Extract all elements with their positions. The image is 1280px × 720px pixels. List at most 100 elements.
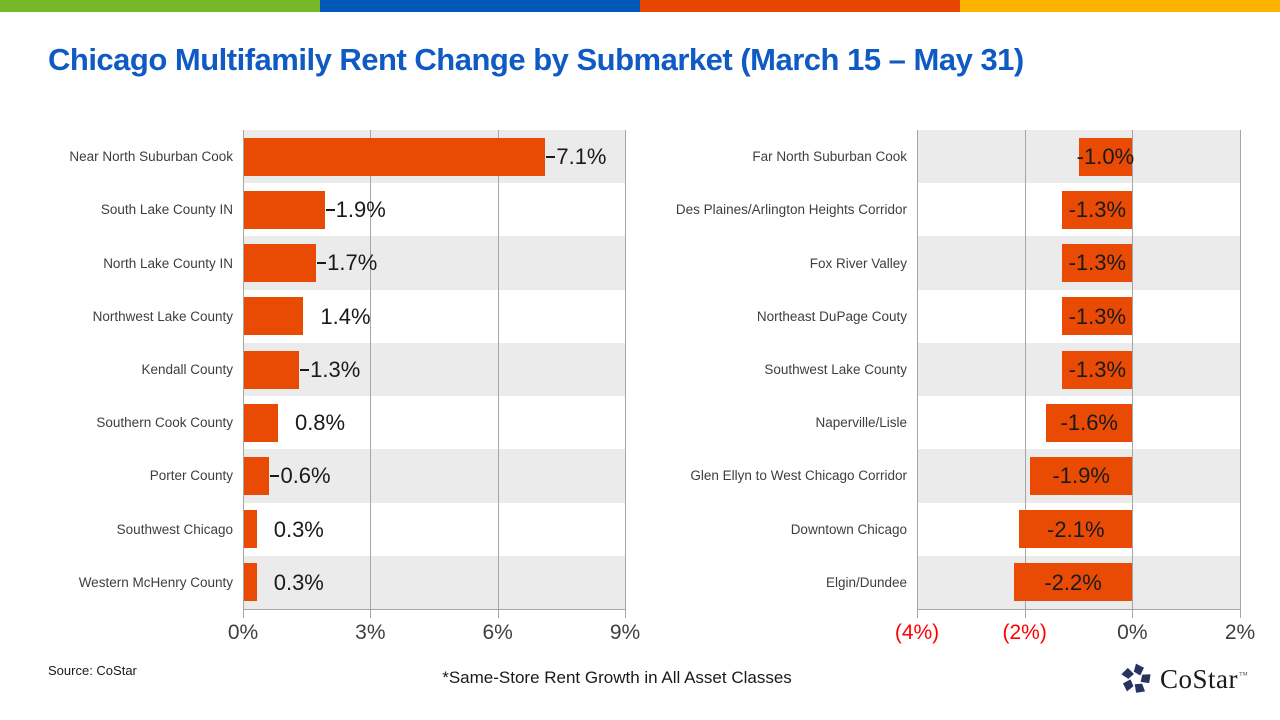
category-label: Kendall County: [141, 361, 233, 377]
x-axis-tick-label: 9%: [609, 621, 641, 644]
bar-value-label: -1.9%: [1052, 463, 1110, 489]
costar-pinwheel-icon: [1121, 663, 1151, 693]
axis-tick: [1024, 609, 1026, 618]
grid-line: [1024, 130, 1026, 609]
category-label: Southwest Chicago: [116, 521, 233, 537]
category-label: Porter County: [149, 468, 233, 484]
grid-line: [917, 130, 918, 609]
bar-value-label: -1.3%: [1068, 250, 1127, 276]
x-axis-tick-label: (4%): [894, 621, 940, 644]
bar-value-label: 1.4%: [320, 303, 371, 329]
bar-value-label: 1.7%: [327, 250, 378, 276]
bar-value-label: 0.8%: [294, 410, 346, 436]
axis-tick: [370, 609, 372, 618]
bar: [1062, 350, 1133, 389]
bar: [244, 510, 257, 549]
category-label: Near North Suburban Cook: [69, 149, 233, 165]
bar: [244, 190, 325, 229]
trademark-symbol: ™: [1239, 669, 1249, 680]
stripe-segment-4: [960, 0, 1280, 12]
category-label: Glen Ellyn to West Chicago Corridor: [690, 468, 907, 484]
x-axis-tick-label: (2%): [1002, 621, 1047, 644]
row-band: [243, 555, 625, 609]
bar-value-label: 0.3%: [273, 569, 324, 595]
costar-logo-text: CoStar™: [1160, 663, 1249, 694]
x-axis-tick-label: 2%: [1224, 621, 1256, 644]
bar-value-label: -1.6%: [1060, 410, 1118, 436]
footnote: *Same-Store Rent Growth in All Asset Cla…: [442, 668, 792, 687]
bar: [1046, 403, 1133, 442]
x-axis-line: [917, 609, 1241, 610]
leader-line: [300, 368, 310, 371]
bar-value-label: -1.3%: [1068, 303, 1127, 329]
grid-line: [243, 130, 244, 609]
leader-line: [546, 155, 556, 158]
row-band: [243, 396, 625, 450]
bar-value-label: -2.2%: [1044, 569, 1102, 595]
category-label: Elgin/Dundee: [825, 574, 907, 590]
x-axis-tick-label: 6%: [482, 621, 513, 644]
bar: [244, 137, 546, 176]
category-label: Western McHenry County: [78, 574, 233, 590]
bar-value-label: 1.9%: [335, 197, 386, 223]
bar: [244, 297, 304, 336]
bar: [1062, 297, 1133, 336]
category-label: Northwest Lake County: [92, 308, 233, 324]
bar: [244, 403, 278, 442]
x-axis-tick-label: 0%: [1117, 621, 1148, 644]
stripe-segment-2: [320, 0, 640, 12]
category-label: Far North Suburban Cook: [752, 149, 907, 165]
grid-line: [370, 130, 372, 609]
bar: [244, 244, 317, 283]
leader-line: [325, 208, 335, 211]
category-label: Des Plaines/Arlington Heights Corridor: [675, 202, 907, 218]
bar-value-label: 7.1%: [556, 144, 607, 169]
bar: [1030, 456, 1133, 495]
category-label: South Lake County IN: [100, 202, 233, 218]
row-band: [243, 289, 625, 343]
costar-logo: CoStar™: [1120, 663, 1248, 695]
bar-value-label: -1.3%: [1068, 197, 1127, 223]
category-label: Northeast DuPage Couty: [756, 308, 907, 324]
axis-tick: [243, 609, 244, 618]
bar-value-label: -1.3%: [1068, 356, 1127, 382]
grid-line: [497, 130, 499, 609]
axis-tick: [497, 609, 499, 618]
stripe-segment-3: [640, 0, 960, 12]
bar: [244, 350, 300, 389]
bar-value-label: -1.0%: [1076, 144, 1135, 169]
x-axis-line: [243, 609, 626, 610]
axis-tick: [917, 609, 918, 618]
category-label: Southwest Lake County: [764, 361, 907, 377]
axis-tick: [1132, 609, 1134, 618]
page-title: Chicago Multifamily Rent Change by Subma…: [48, 42, 1024, 77]
source-note: Source: CoStar: [48, 663, 137, 678]
bar-value-label: 0.6%: [280, 463, 331, 489]
category-label: North Lake County IN: [103, 255, 233, 271]
grid-line: [625, 130, 626, 609]
row-band: [243, 502, 625, 556]
leader-line: [270, 474, 280, 477]
bar: [1062, 244, 1133, 283]
bar-value-label: 1.3%: [310, 356, 361, 382]
category-label: Fox River Valley: [809, 255, 907, 271]
grid-line: [1132, 130, 1134, 609]
grid-line: [1240, 130, 1241, 609]
axis-tick: [1240, 609, 1241, 618]
bar: [244, 456, 270, 495]
category-label: Naperville/Lisle: [815, 415, 907, 431]
bar: [1013, 563, 1133, 602]
axis-tick: [625, 609, 626, 618]
bar: [1078, 137, 1133, 176]
bar: [1062, 190, 1133, 229]
bar-value-label: -2.1%: [1047, 516, 1105, 542]
category-label: Southern Cook County: [96, 415, 233, 431]
bar-value-label: 0.3%: [273, 516, 324, 542]
top-color-stripe: [0, 0, 1280, 12]
bar: [1019, 510, 1133, 549]
x-axis-tick-label: 3%: [355, 621, 386, 644]
stripe-segment-1: [0, 0, 320, 12]
row-band: [243, 449, 625, 503]
leader-line: [317, 262, 327, 265]
